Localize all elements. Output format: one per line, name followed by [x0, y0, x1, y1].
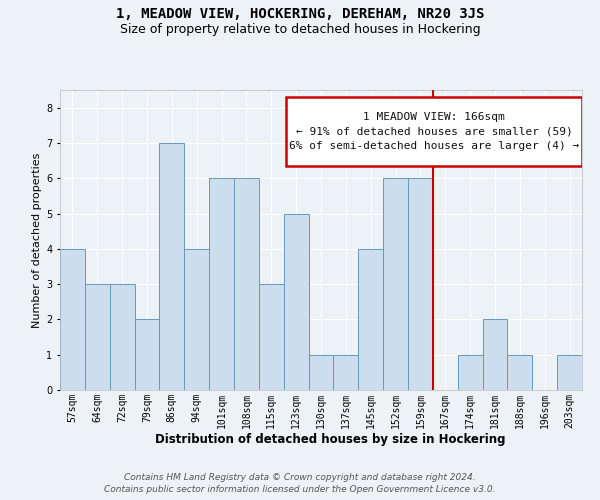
Bar [284, 214, 308, 390]
Bar [134, 320, 160, 390]
Bar [234, 178, 259, 390]
Bar [85, 284, 110, 390]
Text: 1, MEADOW VIEW, HOCKERING, DEREHAM, NR20 3JS: 1, MEADOW VIEW, HOCKERING, DEREHAM, NR20… [116, 8, 484, 22]
Bar [308, 354, 334, 390]
Bar [60, 249, 85, 390]
Bar [383, 178, 408, 390]
Bar [209, 178, 234, 390]
Text: Contains HM Land Registry data © Crown copyright and database right 2024.
Contai: Contains HM Land Registry data © Crown c… [104, 472, 496, 494]
Bar [334, 354, 358, 390]
Bar [557, 354, 582, 390]
Bar [184, 249, 209, 390]
Text: 1 MEADOW VIEW: 166sqm
← 91% of detached houses are smaller (59)
6% of semi-detac: 1 MEADOW VIEW: 166sqm ← 91% of detached … [289, 112, 579, 152]
FancyBboxPatch shape [286, 97, 582, 166]
Bar [160, 143, 184, 390]
Bar [408, 178, 433, 390]
Bar [482, 320, 508, 390]
Bar [259, 284, 284, 390]
Y-axis label: Number of detached properties: Number of detached properties [32, 152, 42, 328]
Bar [458, 354, 482, 390]
Bar [110, 284, 134, 390]
Bar [358, 249, 383, 390]
Text: Distribution of detached houses by size in Hockering: Distribution of detached houses by size … [155, 432, 505, 446]
Text: Size of property relative to detached houses in Hockering: Size of property relative to detached ho… [119, 22, 481, 36]
Bar [508, 354, 532, 390]
